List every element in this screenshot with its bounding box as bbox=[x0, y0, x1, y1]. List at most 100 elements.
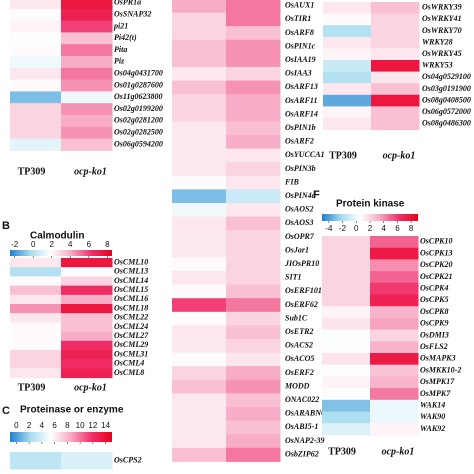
column-label: TP309 bbox=[329, 150, 357, 161]
heatmap-cell bbox=[370, 364, 419, 377]
heatmap-cell bbox=[61, 20, 113, 33]
heatmap-cell bbox=[370, 399, 419, 412]
row-label: OsCML27 bbox=[114, 331, 149, 340]
heatmap-cell bbox=[371, 25, 420, 38]
colorbar-tick-label: 10 bbox=[76, 421, 85, 430]
heatmap-cell bbox=[10, 304, 62, 314]
heatmap-cell bbox=[10, 267, 62, 277]
row-label: OsCPK5 bbox=[420, 295, 448, 304]
row-label: Piz bbox=[114, 57, 125, 66]
panel-letter: F bbox=[313, 189, 320, 201]
row-label: OsCML8 bbox=[114, 368, 144, 377]
heatmap-cell bbox=[370, 423, 419, 436]
row-label: OsPR1a bbox=[114, 0, 141, 7]
heatmap-cell bbox=[370, 294, 419, 307]
row-label: OsOPR7 bbox=[285, 232, 315, 241]
heatmap-cell bbox=[10, 368, 62, 379]
heatmap-cell bbox=[61, 67, 113, 81]
row-label: SIT1 bbox=[285, 273, 301, 282]
row-label: OsPIN1c bbox=[285, 41, 316, 50]
row-label: OsSNAP32 bbox=[114, 10, 151, 19]
heatmap-cell bbox=[226, 339, 281, 354]
heatmap-cell bbox=[61, 359, 113, 369]
heatmap-cell bbox=[323, 118, 372, 131]
heatmap-cell bbox=[172, 107, 227, 122]
colorbar-tick-label: 2 bbox=[27, 421, 32, 430]
heatmap-cell bbox=[322, 388, 371, 401]
heatmap-cell bbox=[371, 94, 420, 107]
colorbar-tick-label: 8 bbox=[65, 421, 70, 430]
heatmap-cell bbox=[323, 48, 372, 61]
row-label: Os08g0408500 bbox=[422, 95, 471, 104]
row-label: OsETR2 bbox=[285, 327, 313, 336]
row-label: Pita bbox=[114, 45, 127, 54]
row-label: OsCML4 bbox=[114, 359, 144, 368]
heatmap-cell bbox=[371, 71, 420, 84]
heatmap-cell bbox=[61, 126, 113, 140]
heatmap-cell bbox=[371, 60, 420, 73]
heatmap-cell bbox=[226, 284, 281, 299]
heatmap-cell bbox=[226, 230, 281, 245]
heatmap-cell bbox=[61, 56, 113, 69]
heatmap-cell bbox=[371, 83, 420, 96]
row-label: OsERF62 bbox=[285, 300, 318, 309]
heatmap-cell bbox=[370, 259, 419, 272]
heatmap-cell bbox=[172, 0, 227, 14]
row-label: OsCPS2 bbox=[114, 455, 142, 464]
heatmap-cell bbox=[10, 340, 62, 351]
row-label: OsAUX1 bbox=[285, 1, 314, 10]
row-label: OsIAA19 bbox=[285, 55, 316, 64]
heatmap-cell bbox=[10, 452, 62, 470]
row-label: OsCPK20 bbox=[420, 260, 452, 269]
row-label: OsCPK13 bbox=[420, 248, 452, 257]
colorbar-tick-label: 0 bbox=[14, 421, 19, 430]
row-label: Os02g0282500 bbox=[114, 128, 163, 137]
heatmap-cell bbox=[61, 313, 113, 323]
heatmap-cell bbox=[172, 216, 227, 231]
heatmap-cell bbox=[226, 0, 281, 14]
heatmap-cell bbox=[371, 2, 420, 15]
heatmap-cell bbox=[10, 285, 62, 296]
heatmap-cell bbox=[172, 230, 227, 245]
heatmap-cell bbox=[226, 298, 281, 313]
heatmap-cell bbox=[10, 0, 62, 10]
colorbar-tick-label: -2 bbox=[11, 240, 19, 249]
row-label: OsPIN3b bbox=[285, 164, 316, 173]
panel-letter: C bbox=[2, 405, 10, 417]
row-label: OsCPK21 bbox=[420, 272, 452, 281]
heatmap-cell bbox=[172, 135, 227, 150]
heatmap-cell bbox=[61, 79, 113, 92]
heatmap-cell bbox=[226, 407, 281, 422]
heatmap-cell bbox=[10, 359, 62, 369]
heatmap-cell bbox=[322, 282, 371, 295]
heatmap-cell bbox=[371, 118, 420, 131]
heatmap-cell bbox=[172, 162, 227, 177]
colorbar-tick-label: 14 bbox=[101, 421, 110, 430]
row-label: OsCPK9 bbox=[420, 319, 448, 328]
heatmap-cell bbox=[10, 44, 62, 57]
heatmap-cell bbox=[322, 317, 371, 331]
heatmap-cell bbox=[10, 126, 62, 140]
heatmap-cell bbox=[172, 420, 227, 435]
heatmap-cell bbox=[371, 13, 420, 26]
heatmap-cell bbox=[226, 203, 281, 218]
heatmap-cell bbox=[61, 44, 113, 57]
column-label: ocp-ko1 bbox=[383, 150, 416, 161]
row-label: OsMAPK3 bbox=[420, 354, 456, 363]
heatmap-cell bbox=[61, 322, 113, 333]
heatmap-cell bbox=[226, 107, 281, 122]
column-label: TP309 bbox=[328, 446, 356, 457]
colorbar bbox=[10, 250, 112, 256]
heatmap-cell bbox=[61, 452, 113, 470]
heatmap-cell bbox=[323, 106, 372, 119]
row-label: OsCPK4 bbox=[420, 283, 448, 292]
heatmap-cell bbox=[322, 247, 371, 260]
colorbar-tick-label: 6 bbox=[87, 240, 92, 249]
row-label: OsJar1 bbox=[285, 245, 309, 254]
row-label: Os01g0287600 bbox=[114, 80, 163, 89]
row-label: OsAOS2 bbox=[285, 205, 313, 214]
heatmap-cell bbox=[322, 376, 371, 389]
heatmap-cell bbox=[226, 352, 281, 367]
heatmap-cell bbox=[172, 325, 227, 340]
